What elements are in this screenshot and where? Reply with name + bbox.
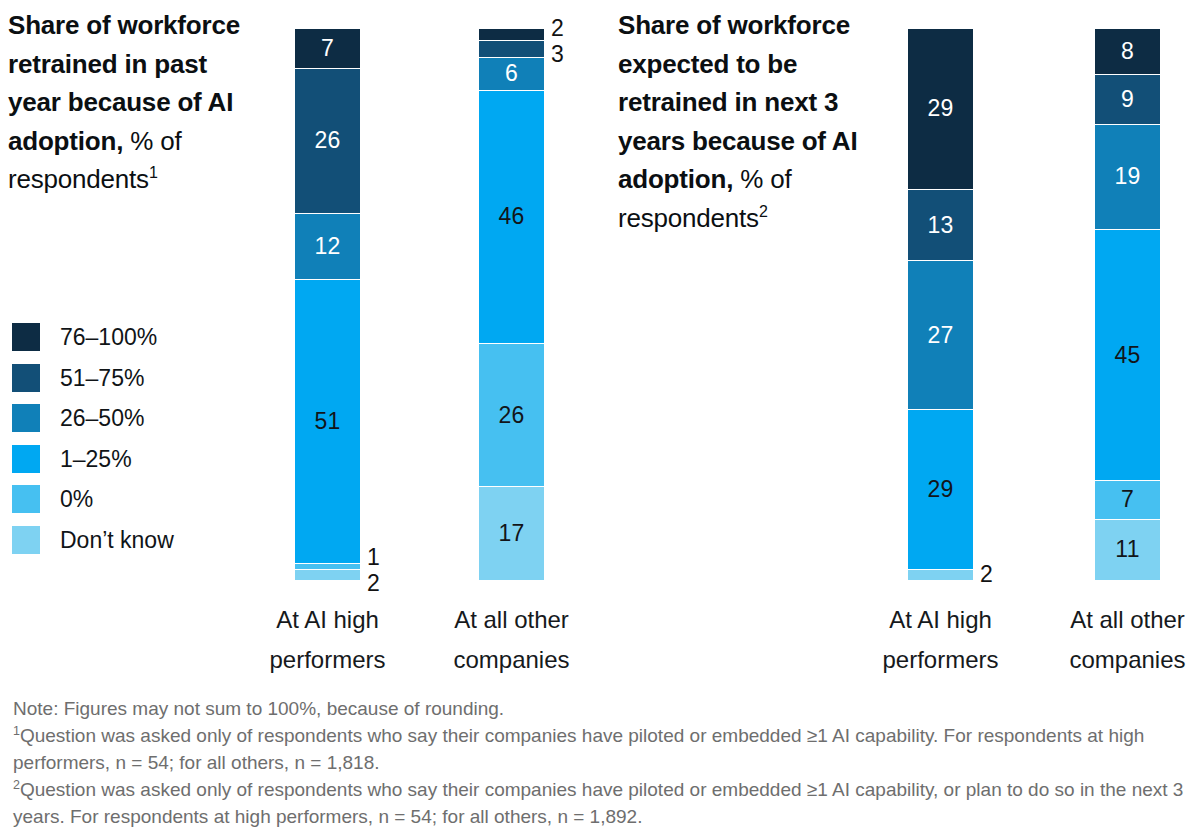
legend-item: 51–75% [12,364,232,392]
bar-segment-outside-label: 1 [367,546,380,569]
legend-label: 26–50% [60,405,144,432]
legend-swatch-icon [12,526,40,554]
legend-item: Don’t know [12,526,232,554]
left-chart-title: Share of workforce retrained in past yea… [8,6,250,199]
bar-segment-label: 17 [499,520,525,547]
bar-segment-label: 27 [928,322,954,349]
bar-segment: 19 [1095,124,1160,230]
bar-segment [295,569,360,580]
bar-segment-label: 46 [499,203,525,230]
category-label-line: performers [233,640,423,680]
category-label-line: companies [1033,640,1200,680]
bar-segment-label: 29 [928,476,954,503]
bar-segment: 7 [1095,480,1160,519]
category-label: At all othercompanies [417,600,607,680]
legend-swatch-icon [12,364,40,392]
category-label-line: At AI high [846,600,1036,640]
bar-segment-label: 51 [315,408,341,435]
category-label-line: At AI high [233,600,423,640]
bar-segment: 29 [908,409,973,569]
bar-segment: 26 [479,343,544,486]
bar-segment-outside-label: 3 [551,43,564,66]
bar-segment-label: 12 [315,233,341,260]
bar-segment-label: 8 [1121,38,1134,65]
footnote: Note: Figures may not sum to 100%, becau… [13,695,1195,722]
bar-segment-label: 19 [1115,163,1141,190]
bar-segment: 11 [1095,519,1160,580]
right-chart-title: Share of workforce expected to be retrai… [618,6,860,237]
bar-segment-outside-label: 2 [551,17,564,40]
category-label-line: At all other [1033,600,1200,640]
legend-label: 51–75% [60,364,144,391]
footnote: 2Question was asked only of respondents … [13,776,1195,830]
category-label: At AI highperformers [233,600,423,680]
legend-label: Don’t know [60,526,174,553]
bar-segment-label: 26 [499,402,525,429]
footnote-text: Question was asked only of respondents w… [13,725,1144,773]
bar-segment: 6 [479,57,544,90]
right-chart-footnote-mark: 2 [759,203,768,220]
category-label-line: At all other [417,600,607,640]
bar-segment: 9 [1095,74,1160,124]
bar-segment: 46 [479,90,544,343]
category-label-line: performers [846,640,1036,680]
legend-swatch-icon [12,485,40,513]
bar-segment: 26 [295,68,360,213]
bar-segment-label: 45 [1115,342,1141,369]
bar-segment: 8 [1095,29,1160,74]
bar-segment-outside-label: 2 [980,563,993,586]
bar-segment: 12 [295,213,360,280]
bar-segment: 51 [295,279,360,563]
category-label-line: companies [417,640,607,680]
bar-segment-label: 6 [505,60,518,87]
legend-item: 26–50% [12,404,232,432]
bar-segment-outside-label: 2 [367,572,380,595]
bar-segment: 27 [908,260,973,409]
footnote: 1Question was asked only of respondents … [13,722,1195,776]
footnote-text: Note: Figures may not sum to 100%, becau… [13,698,504,719]
legend-item: 1–25% [12,445,232,473]
legend-swatch-icon [12,445,40,473]
legend-label: 76–100% [60,324,157,351]
bar-segment: 13 [908,189,973,261]
footnotes: Note: Figures may not sum to 100%, becau… [13,695,1195,830]
bar-segment: 45 [1095,229,1160,479]
bar-segment [908,569,973,580]
bar-segment-label: 7 [321,35,334,62]
bar-segment-label: 11 [1115,536,1139,563]
bar-segment: 29 [908,29,973,189]
legend-swatch-icon [12,404,40,432]
footnote-mark: 1 [13,724,20,738]
footnote-text: Question was asked only of respondents w… [13,779,1183,827]
chart-canvas: Share of workforce retrained in past yea… [0,0,1200,830]
bar-segment-label: 29 [928,95,954,122]
left-chart-footnote-mark: 1 [149,164,158,181]
bar-segment: 7 [295,29,360,68]
category-label: At AI highperformers [846,600,1036,680]
bar-segment: 17 [479,486,544,580]
bar-segment [479,29,544,40]
footnote-mark: 2 [13,778,20,792]
legend-swatch-icon [12,323,40,351]
legend-label: 1–25% [60,445,132,472]
bar-segment-label: 7 [1121,486,1134,513]
category-label: At all othercompanies [1033,600,1200,680]
bar-segment-label: 13 [928,212,954,239]
bar-segment-label: 26 [315,127,341,154]
bar-segment-label: 9 [1121,86,1134,113]
legend-label: 0% [60,486,93,513]
legend-item: 76–100% [12,323,232,351]
legend-item: 0% [12,485,232,513]
bar-segment [479,40,544,57]
